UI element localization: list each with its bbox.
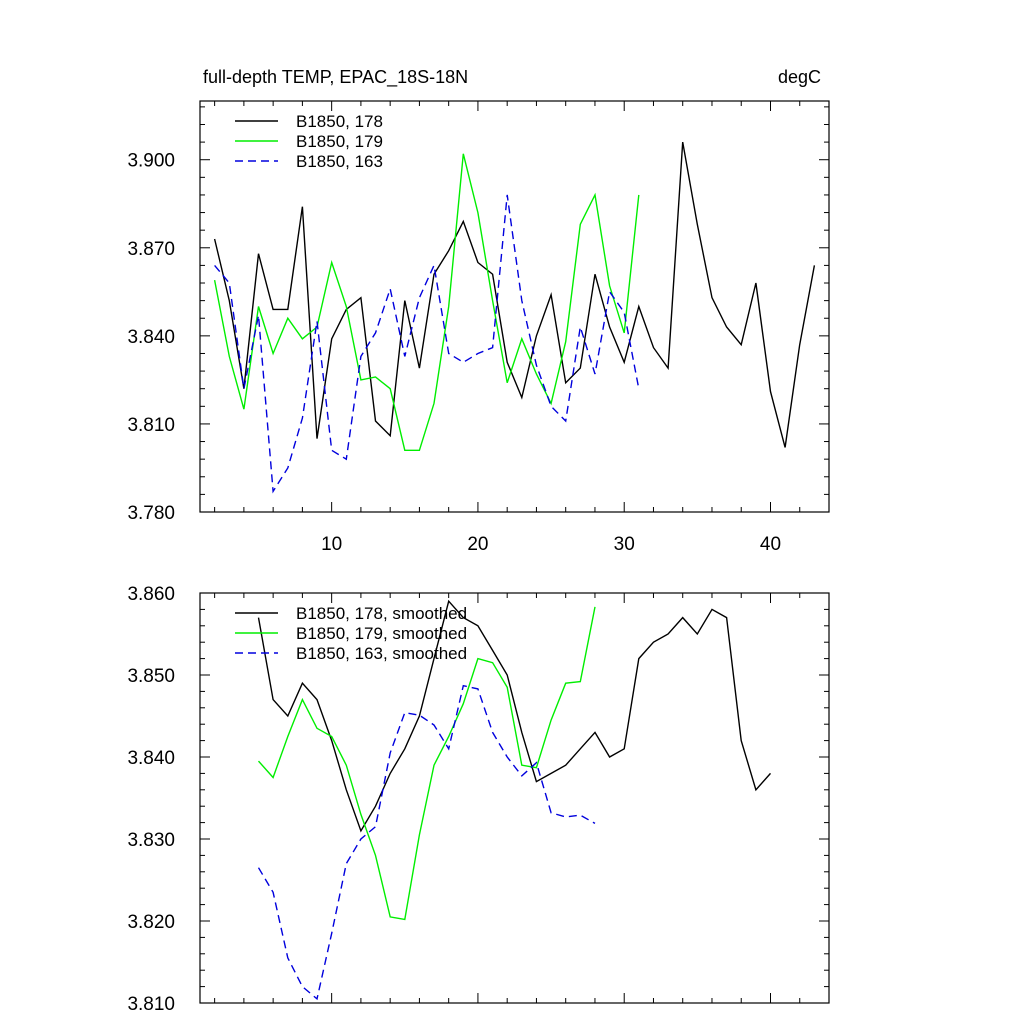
top-series-b1850-163 <box>214 194 640 494</box>
bottom-series-b1850-179-smoothed <box>257 606 596 921</box>
top-title-left: full-depth TEMP, EPAC_18S-18N <box>203 67 468 88</box>
top-x-tick-label: 20 <box>467 534 488 555</box>
bottom-series-b1850-178-smoothed <box>257 599 772 833</box>
bottom-plot-frame <box>199 592 830 1004</box>
top-y-tick-label: 3.900 <box>127 151 175 172</box>
bottom-legend-label-b1850-163-smoothed: B1850, 163, smoothed <box>296 644 467 663</box>
bottom-panel: 3.810 3.820 3.830 3.840 3.850 3.860 B1850, 178… <box>127 584 830 1015</box>
bottom-series-b1850-163-smoothed <box>257 684 596 1001</box>
bottom-legend-label-b1850-178-smoothed: B1850, 178, smoothed <box>296 604 467 623</box>
top-panel: 10 20 30 40 3.780 3.810 3.840 3.870 3.900 full-de… <box>127 67 830 555</box>
bottom-y-tick-label: 3.840 <box>127 748 175 769</box>
bottom-y-tick-label: 3.810 <box>127 994 175 1015</box>
bottom-legend-label-b1850-179-smoothed: B1850, 179, smoothed <box>296 624 467 643</box>
top-title-right: degC <box>778 67 821 87</box>
top-y-tick-label: 3.780 <box>127 503 175 524</box>
top-y-tick-label: 3.810 <box>127 415 175 436</box>
top-legend-label-b1850-178: B1850, 178 <box>296 112 383 131</box>
top-x-tick-label: 10 <box>321 534 342 555</box>
bottom-y-tick-label: 3.860 <box>127 584 175 605</box>
top-y-tick-label: 3.840 <box>127 327 175 348</box>
bottom-y-tick-label: 3.850 <box>127 666 175 687</box>
top-series-b1850-179 <box>213 153 640 451</box>
top-legend-label-b1850-179: B1850, 179 <box>296 132 383 151</box>
bottom-y-tick-label: 3.830 <box>127 830 175 851</box>
top-series-b1850-178 <box>213 141 816 448</box>
top-x-tick-label: 30 <box>614 534 635 555</box>
top-y-tick-label: 3.870 <box>127 239 175 260</box>
top-legend-label-b1850-163: B1850, 163 <box>296 152 383 171</box>
top-plot-frame <box>199 100 830 513</box>
bottom-y-tick-label: 3.820 <box>127 912 175 933</box>
top-x-tick-label: 40 <box>760 534 781 555</box>
